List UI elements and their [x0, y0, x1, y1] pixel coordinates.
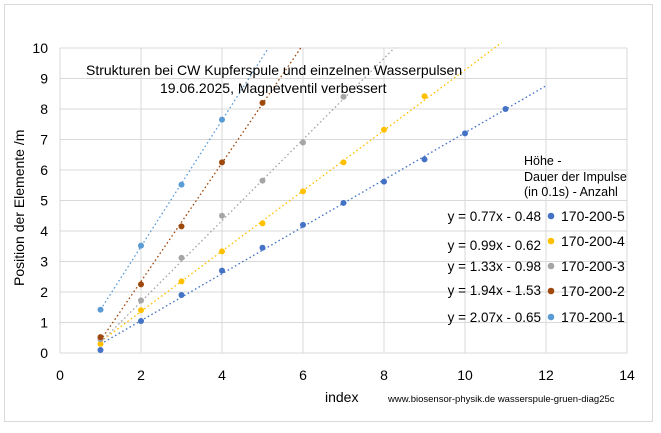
chart-title-line-2: 19.06.2025, Magnetventil verbessert: [160, 80, 387, 96]
trendline-equation-170-200-3: y = 1.33x - 0.98: [448, 259, 541, 274]
data-point-170-200-1: [138, 242, 144, 249]
trendline-equation-170-200-5: y = 0.77x - 0.48: [448, 209, 541, 224]
data-point-170-200-5: [138, 317, 144, 324]
scatter-chart: Strukturen bei CW Kupferspule und einzel…: [11, 40, 635, 405]
y-tick-label: 2: [40, 284, 48, 300]
y-axis-title: Position der Elemente /m: [11, 130, 27, 286]
legend-label-170-200-3: 170-200-3: [561, 258, 625, 274]
data-point-170-200-4: [138, 307, 144, 314]
data-point-170-200-5: [502, 106, 509, 112]
chart-frame: Strukturen bei CW Kupferspule und einzel…: [4, 4, 653, 422]
x-tick-label: 14: [619, 367, 635, 383]
legend-marker-170-200-5: [547, 212, 555, 220]
trendline-170-200-1: [99, 47, 269, 311]
data-point-170-200-3: [340, 93, 347, 100]
data-point-170-200-5: [178, 292, 185, 299]
legend-header-line-1: Höhe -: [524, 154, 562, 168]
legend-marker-170-200-4: [547, 237, 555, 245]
data-point-170-200-2: [178, 223, 185, 230]
y-tick-label: 9: [40, 71, 48, 87]
data-point-170-200-4: [421, 93, 428, 100]
trendline-equation-170-200-1: y = 2.07x - 0.65: [448, 310, 541, 325]
data-point-170-200-2: [138, 281, 144, 288]
data-point-170-200-3: [300, 139, 306, 146]
y-tick-label: 6: [40, 162, 48, 178]
data-point-170-200-3: [219, 212, 225, 219]
legend-label-170-200-5: 170-200-5: [561, 208, 625, 224]
data-point-170-200-4: [219, 248, 225, 255]
legend-label-170-200-4: 170-200-4: [561, 233, 625, 249]
data-point-170-200-4: [381, 126, 387, 133]
legend-header: Höhe - Dauer der Impulse (in 0.1s) - Anz…: [524, 154, 627, 199]
data-point-170-200-5: [300, 221, 306, 228]
data-point-170-200-2: [219, 159, 225, 166]
data-point-170-200-3: [138, 297, 144, 304]
y-tick-label: 3: [40, 254, 48, 270]
x-tick-label: 12: [538, 367, 554, 383]
y-tick-label: 7: [40, 132, 48, 148]
x-axis-title: index: [325, 389, 358, 405]
legend-marker-170-200-2: [547, 287, 555, 295]
x-tick-label: 6: [299, 367, 307, 383]
trendline-170-200-2: [99, 47, 302, 341]
footer-credit: www.biosensor-physik.de wasserspule-grue…: [387, 394, 615, 405]
y-tick-label: 1: [40, 315, 48, 331]
chart-title-line-1: Strukturen bei CW Kupferspule und einzel…: [86, 62, 462, 78]
data-point-170-200-1: [178, 181, 185, 188]
y-tick-label: 0: [40, 345, 48, 361]
trendlines: [99, 42, 547, 345]
trendline-equation-170-200-4: y = 0.99x - 0.62: [448, 238, 541, 253]
data-point-170-200-4: [340, 159, 347, 166]
y-tick-label: 5: [40, 193, 48, 209]
x-axis-ticks: 0 2 4 6 8 10 12 14: [56, 367, 635, 383]
legend-marker-170-200-3: [547, 262, 555, 270]
data-points: [97, 93, 509, 353]
legend-header-line-3: (in 0.1s) - Anzahl: [524, 185, 618, 199]
legend: 170-200-5 170-200-4 170-200-3 170-200-2 170-…: [547, 208, 625, 325]
data-point-170-200-4: [300, 188, 306, 195]
legend-label-170-200-2: 170-200-2: [561, 283, 625, 299]
data-point-170-200-5: [340, 199, 347, 206]
data-point-170-200-2: [97, 334, 104, 341]
y-tick-label: 4: [40, 223, 48, 239]
data-point-170-200-5: [97, 346, 104, 353]
x-tick-label: 0: [56, 367, 64, 383]
x-tick-label: 8: [380, 367, 388, 383]
data-point-170-200-3: [178, 254, 185, 261]
x-tick-label: 2: [137, 367, 145, 383]
data-point-170-200-4: [178, 278, 185, 285]
data-point-170-200-4: [259, 220, 266, 227]
trendline-170-200-5: [100, 85, 547, 345]
data-point-170-200-5: [259, 244, 266, 251]
y-axis-ticks: 0 1 2 3 4 5 6 7 8 9 10: [32, 40, 48, 361]
chart-title: Strukturen bei CW Kupferspule und einzel…: [86, 62, 462, 96]
data-point-170-200-3: [259, 177, 266, 184]
legend-label-170-200-1: 170-200-1: [561, 309, 625, 325]
y-tick-label: 8: [40, 101, 48, 117]
x-tick-label: 10: [457, 367, 473, 383]
data-point-170-200-4: [97, 340, 104, 347]
data-point-170-200-1: [219, 116, 225, 123]
legend-marker-170-200-1: [547, 313, 555, 321]
data-point-170-200-1: [97, 306, 104, 313]
x-tick-label: 4: [218, 367, 226, 383]
data-point-170-200-5: [421, 156, 428, 163]
legend-header-line-2: Dauer der Impulse: [524, 170, 627, 184]
data-point-170-200-5: [462, 130, 468, 137]
y-tick-label: 10: [32, 40, 48, 56]
data-point-170-200-2: [259, 99, 266, 106]
data-point-170-200-5: [219, 267, 225, 274]
trendline-170-200-4: [100, 42, 502, 343]
data-point-170-200-5: [381, 178, 387, 185]
trendline-equations: y = 0.77x - 0.48 y = 0.99x - 0.62 y = 1.33…: [448, 209, 541, 325]
trendline-equation-170-200-2: y = 1.94x - 1.53: [448, 283, 541, 298]
